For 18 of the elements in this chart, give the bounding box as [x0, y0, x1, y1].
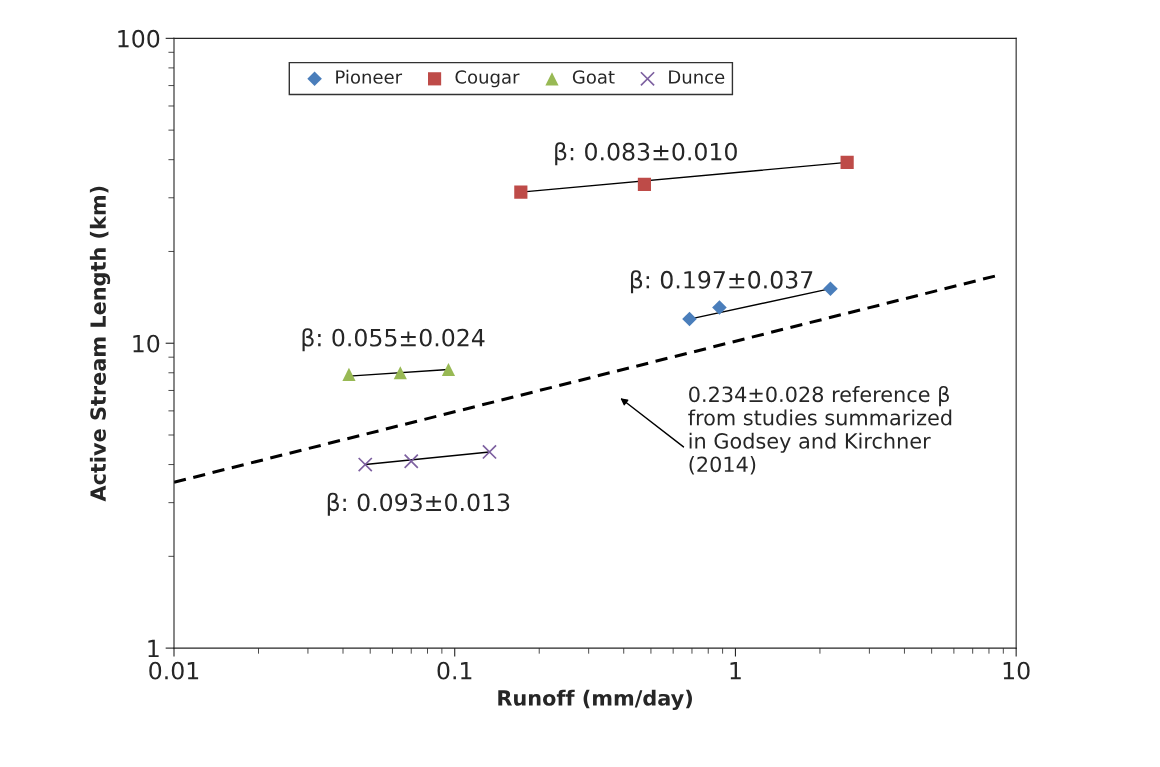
- legend-label: Goat: [572, 70, 615, 84]
- y-tick-label: 10: [133, 334, 160, 353]
- y-axis-title: Active Stream Length (km): [89, 186, 111, 502]
- legend-label: Cougar: [455, 70, 520, 88]
- y-tick-label: 100: [118, 29, 160, 48]
- annotation: β: 0.197±0.037: [630, 270, 813, 294]
- x-tick-label: 1: [730, 662, 741, 680]
- legend-label: Dunce: [669, 70, 725, 84]
- y-tick-label: 1: [148, 639, 159, 658]
- x-tick-label: 0.1: [437, 661, 472, 680]
- annotation: 0.234±0.028 reference β from studies summarized in Godsey and Kirchner (2014): [688, 385, 952, 475]
- x-tick-label: 10: [1003, 661, 1030, 680]
- legend-label: Pioneer: [336, 69, 403, 84]
- x-tick-label: 0.01: [149, 661, 199, 680]
- x-axis-title: Runoff (mm/day): [498, 689, 692, 711]
- annotation: β: 0.093±0.013: [327, 492, 510, 516]
- annotation: β: 0.083±0.010: [555, 142, 737, 166]
- annotation: β: 0.055±0.024: [302, 328, 485, 352]
